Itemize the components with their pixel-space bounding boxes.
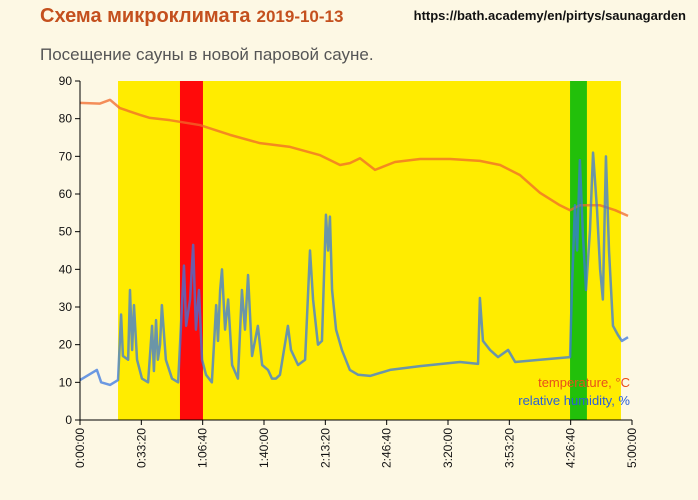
chart-subtitle: Посещение сауны в новой паровой сауне. [40, 45, 374, 64]
x-tick-label: 0:00:00 [73, 428, 87, 468]
x-tick-label: 5:00:00 [625, 428, 639, 468]
x-tick-label: 0:33:20 [134, 428, 148, 468]
y-tick-label: 0 [65, 413, 72, 427]
y-tick-label: 60 [59, 187, 73, 201]
y-tick-label: 20 [59, 338, 73, 352]
y-tick-label: 30 [59, 300, 73, 314]
series-line [79, 98, 629, 217]
title-text: Схема микроклимата [40, 5, 251, 27]
y-tick-label: 90 [59, 74, 73, 88]
title-date: 2019-10-13 [257, 7, 344, 26]
series-line [79, 151, 629, 387]
y-tick-label: 50 [59, 225, 73, 239]
y-tick-label: 80 [59, 112, 73, 126]
y-tick-label: 40 [59, 262, 73, 276]
shaded-region [179, 81, 203, 420]
x-tick-label: 2:13:20 [318, 428, 332, 468]
shaded-region [570, 81, 587, 420]
x-tick-label: 3:20:00 [441, 428, 455, 468]
x-tick-label: 4:26:40 [564, 428, 578, 468]
chart-title: Схема микроклимата 2019-10-13 [40, 5, 343, 27]
source-url: https://bath.academy/en/pirtys/saunagard… [414, 8, 686, 23]
x-tick-label: 3:53:20 [502, 428, 516, 468]
legend-entry: temperature, °C [538, 375, 630, 390]
x-tick-label: 1:40:00 [257, 428, 271, 468]
x-tick-label: 1:06:40 [196, 428, 210, 468]
x-tick-label: 2:46:40 [380, 428, 394, 468]
legend-entry: relative humidity, % [518, 393, 630, 408]
y-tick-label: 10 [59, 375, 73, 389]
y-tick-label: 70 [59, 149, 73, 163]
